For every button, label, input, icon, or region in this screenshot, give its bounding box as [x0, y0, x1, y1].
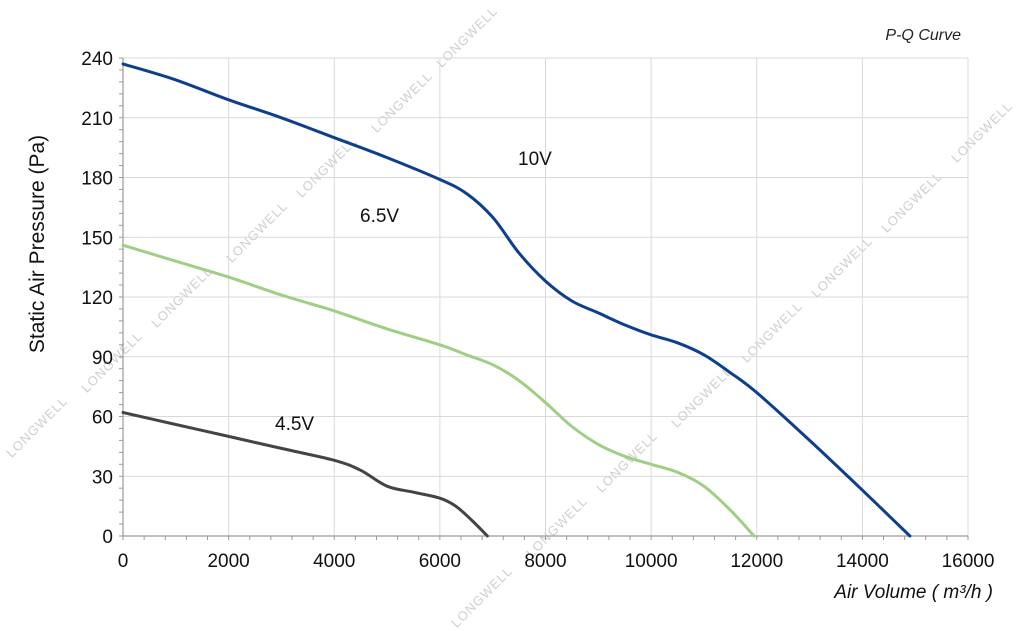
- x-tick-label: 0: [118, 551, 129, 572]
- watermark-text: LONGWELL: [878, 168, 945, 235]
- y-tick-label: 30: [92, 467, 113, 488]
- watermark-text: LONGWELL: [223, 198, 290, 265]
- watermark-text: LONGWELL: [948, 98, 1015, 165]
- tick-labels: 0 30 60 90 120 150 180 210 240 0 2000 4000 6000 8000 1…: [81, 49, 994, 572]
- y-tick-label: 90: [92, 348, 113, 369]
- y-tick-label: 60: [92, 408, 113, 429]
- x-axis-title: Air Volume ( m³/h ): [833, 582, 993, 603]
- y-axis-title: Static Air Pressure (Pa): [26, 135, 49, 353]
- series-line-4-5v: [121, 411, 489, 538]
- series-layer: [121, 62, 912, 538]
- watermark-text: LONGWELL: [593, 428, 660, 495]
- watermark-text: LONGWELL: [368, 68, 435, 135]
- series-label-10v: 10V: [518, 149, 552, 170]
- y-tick-label: 240: [81, 49, 113, 70]
- watermark-text: LONGWELL: [808, 233, 875, 300]
- x-tick-label: 10000: [625, 551, 678, 572]
- x-tick-label: 4000: [313, 551, 355, 572]
- series-label-6-5v: 6.5V: [360, 206, 399, 227]
- x-tick-label: 14000: [836, 551, 889, 572]
- series-line-6-5v: [121, 243, 756, 538]
- grid: [122, 57, 969, 537]
- x-tick-label: 2000: [207, 551, 249, 572]
- y-tick-label: 210: [81, 109, 113, 130]
- series-label-4-5v: 4.5V: [275, 414, 314, 435]
- y-tick-label: 150: [81, 228, 113, 249]
- y-tick-label: 180: [81, 169, 113, 190]
- axes: [119, 57, 969, 540]
- y-tick-label: 0: [102, 527, 113, 548]
- x-tick-label: 8000: [524, 551, 566, 572]
- y-tick-label: 120: [81, 288, 113, 309]
- series-line-10v: [121, 62, 912, 538]
- watermark-text: LONGWELL: [668, 363, 735, 430]
- watermark-text: LONGWELL: [3, 393, 70, 460]
- watermark-text: LONGWELL: [738, 298, 805, 365]
- chart-title: P-Q Curve: [885, 27, 961, 44]
- watermark-text: LONGWELL: [448, 563, 515, 630]
- x-tick-label: 6000: [419, 551, 461, 572]
- watermark-text: LONGWELL: [433, 3, 500, 70]
- x-tick-label: 12000: [730, 551, 783, 572]
- x-tick-label: 16000: [942, 551, 995, 572]
